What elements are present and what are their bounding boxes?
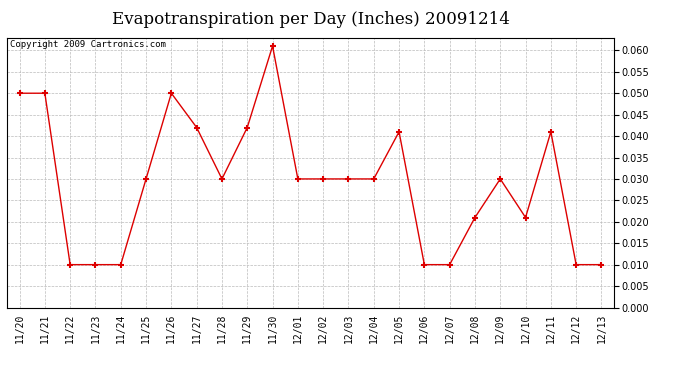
Text: Copyright 2009 Cartronics.com: Copyright 2009 Cartronics.com (10, 40, 166, 49)
Text: Evapotranspiration per Day (Inches) 20091214: Evapotranspiration per Day (Inches) 2009… (112, 11, 509, 28)
